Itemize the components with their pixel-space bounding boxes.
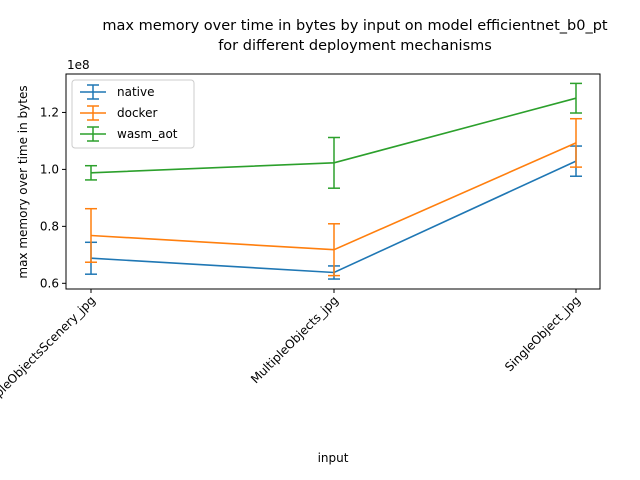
y-tick-label: 0.6 bbox=[40, 276, 59, 290]
chart-title-line1: max memory over time in bytes by input o… bbox=[102, 18, 607, 34]
legend-box bbox=[71, 79, 195, 149]
chart-title-line2: for different deployment mechanisms bbox=[218, 38, 492, 54]
y-axis-label: max memory over time in bytes bbox=[16, 85, 30, 278]
x-tick-label: MultipleObjectsScenery_jpg bbox=[0, 293, 98, 420]
axes-frame bbox=[65, 73, 601, 290]
y-offset-label: 1e8 bbox=[67, 58, 90, 72]
x-tick-label: SingleObject_jpg bbox=[502, 293, 583, 374]
x-tick-label: MultipleObjects_jpg bbox=[248, 293, 341, 386]
legend: native docker wasm_aot bbox=[71, 79, 195, 149]
y-tick-label: 1.2 bbox=[40, 105, 59, 119]
legend-label-native: native bbox=[117, 85, 154, 99]
x-axis-label: input bbox=[318, 451, 349, 465]
legend-label-docker: docker bbox=[117, 106, 157, 120]
legend-label-wasm_aot: wasm_aot bbox=[117, 127, 178, 141]
y-tick-label: 1.0 bbox=[40, 162, 59, 176]
plot-area bbox=[85, 82, 582, 280]
y-tick-label: 0.8 bbox=[40, 219, 59, 233]
axis-ticks: 0.6 0.8 1.0 1.2 MultipleObjectsScenery_jpg Mu… bbox=[0, 105, 583, 420]
